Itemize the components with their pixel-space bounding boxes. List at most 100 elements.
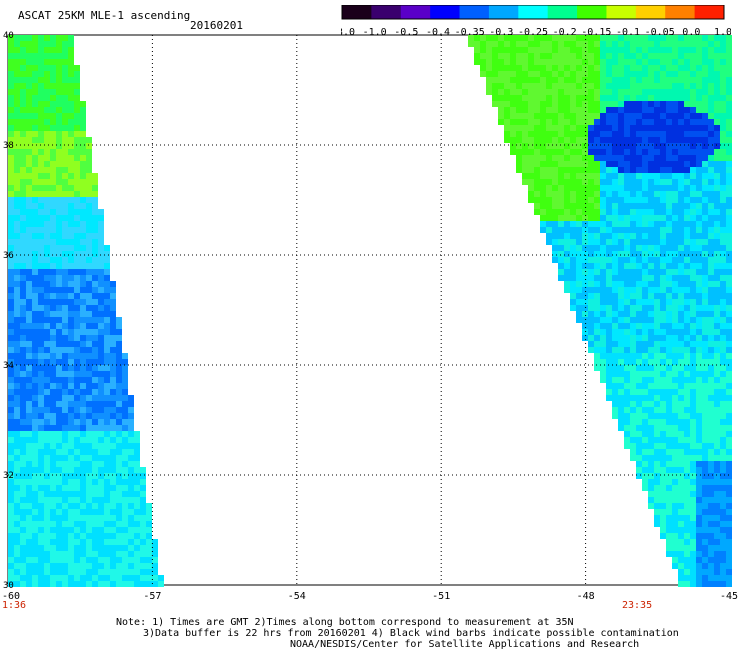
wind-cell [26, 461, 32, 467]
wind-cell [708, 191, 714, 197]
wind-cell [62, 467, 68, 473]
wind-cell [92, 281, 98, 287]
wind-cell [92, 413, 98, 419]
wind-cell [612, 155, 618, 161]
wind-cell [678, 239, 684, 245]
wind-cell [86, 305, 92, 311]
wind-cell [26, 419, 32, 425]
wind-cell [80, 323, 86, 329]
wind-cell [44, 125, 50, 131]
wind-cell [708, 275, 714, 281]
wind-cell [92, 197, 98, 203]
wind-cell [594, 341, 600, 347]
wind-cell [720, 557, 726, 563]
wind-cell [672, 227, 678, 233]
wind-cell [636, 41, 642, 47]
wind-cell [666, 485, 672, 491]
wind-cell [696, 437, 702, 443]
wind-cell [116, 455, 122, 461]
wind-cell [32, 281, 38, 287]
wind-cell [660, 155, 666, 161]
wind-cell [44, 545, 50, 551]
wind-cell [654, 131, 660, 137]
wind-cell [702, 35, 708, 41]
wind-cell [38, 431, 44, 437]
wind-cell [612, 281, 618, 287]
wind-cell [672, 245, 678, 251]
wind-cell [624, 107, 630, 113]
wind-cell [576, 251, 582, 257]
wind-cell [68, 443, 74, 449]
wind-cell [534, 35, 540, 41]
wind-cell [582, 89, 588, 95]
wind-cell [14, 365, 20, 371]
wind-cell [14, 563, 20, 569]
wind-cell [522, 95, 528, 101]
wind-cell [678, 365, 684, 371]
wind-cell [528, 71, 534, 77]
wind-cell [540, 191, 546, 197]
wind-cell [44, 281, 50, 287]
wind-cell [714, 461, 720, 467]
wind-cell [696, 419, 702, 425]
wind-cell [672, 383, 678, 389]
wind-cell [122, 419, 128, 425]
wind-cell [38, 197, 44, 203]
wind-cell [708, 233, 714, 239]
wind-cell [98, 473, 104, 479]
wind-cell [654, 203, 660, 209]
wind-cell [684, 269, 690, 275]
wind-cell [654, 317, 660, 323]
wind-cell [32, 425, 38, 431]
wind-cell [630, 419, 636, 425]
wind-cell [690, 431, 696, 437]
wind-cell [38, 215, 44, 221]
wind-cell [564, 65, 570, 71]
wind-cell [20, 35, 26, 41]
wind-cell [32, 317, 38, 323]
wind-cell [642, 269, 648, 275]
wind-cell [654, 281, 660, 287]
wind-cell [8, 413, 14, 419]
wind-cell [600, 293, 606, 299]
wind-cell [516, 83, 522, 89]
wind-cell [660, 311, 666, 317]
wind-cell [44, 227, 50, 233]
wind-cell [690, 461, 696, 467]
wind-cell [26, 293, 32, 299]
wind-cell [20, 395, 26, 401]
wind-cell [140, 515, 146, 521]
wind-cell [552, 41, 558, 47]
wind-cell [50, 515, 56, 521]
wind-cell [636, 317, 642, 323]
wind-cell [576, 71, 582, 77]
wind-cell [20, 143, 26, 149]
wind-cell [654, 89, 660, 95]
wind-cell [534, 209, 540, 215]
wind-cell [74, 257, 80, 263]
wind-cell [618, 407, 624, 413]
wind-cell [708, 113, 714, 119]
wind-cell [642, 329, 648, 335]
wind-cell [720, 137, 726, 143]
wind-cell [696, 263, 702, 269]
latitude-tick-label: 32 [3, 471, 14, 481]
wind-cell [14, 497, 20, 503]
wind-cell [666, 65, 672, 71]
wind-cell [20, 341, 26, 347]
wind-cell [582, 41, 588, 47]
wind-cell [570, 221, 576, 227]
wind-cell [540, 53, 546, 59]
wind-cell [86, 491, 92, 497]
wind-cell [618, 155, 624, 161]
wind-cell [714, 353, 720, 359]
wind-cell [68, 209, 74, 215]
wind-cell [540, 155, 546, 161]
wind-cell [8, 287, 14, 293]
wind-cell [630, 395, 636, 401]
wind-cell [666, 293, 672, 299]
wind-cell [92, 545, 98, 551]
wind-cell [480, 41, 486, 47]
wind-cell [8, 311, 14, 317]
wind-cell [618, 233, 624, 239]
